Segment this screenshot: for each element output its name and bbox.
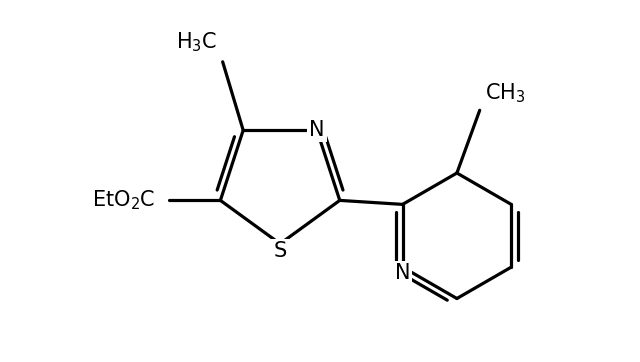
Text: S: S	[273, 241, 287, 261]
Text: N: N	[395, 263, 410, 283]
Text: N: N	[309, 120, 324, 140]
Text: EtO$_2$C: EtO$_2$C	[92, 189, 156, 212]
Text: CH$_3$: CH$_3$	[485, 81, 526, 105]
Text: H$_3$C: H$_3$C	[176, 30, 217, 54]
